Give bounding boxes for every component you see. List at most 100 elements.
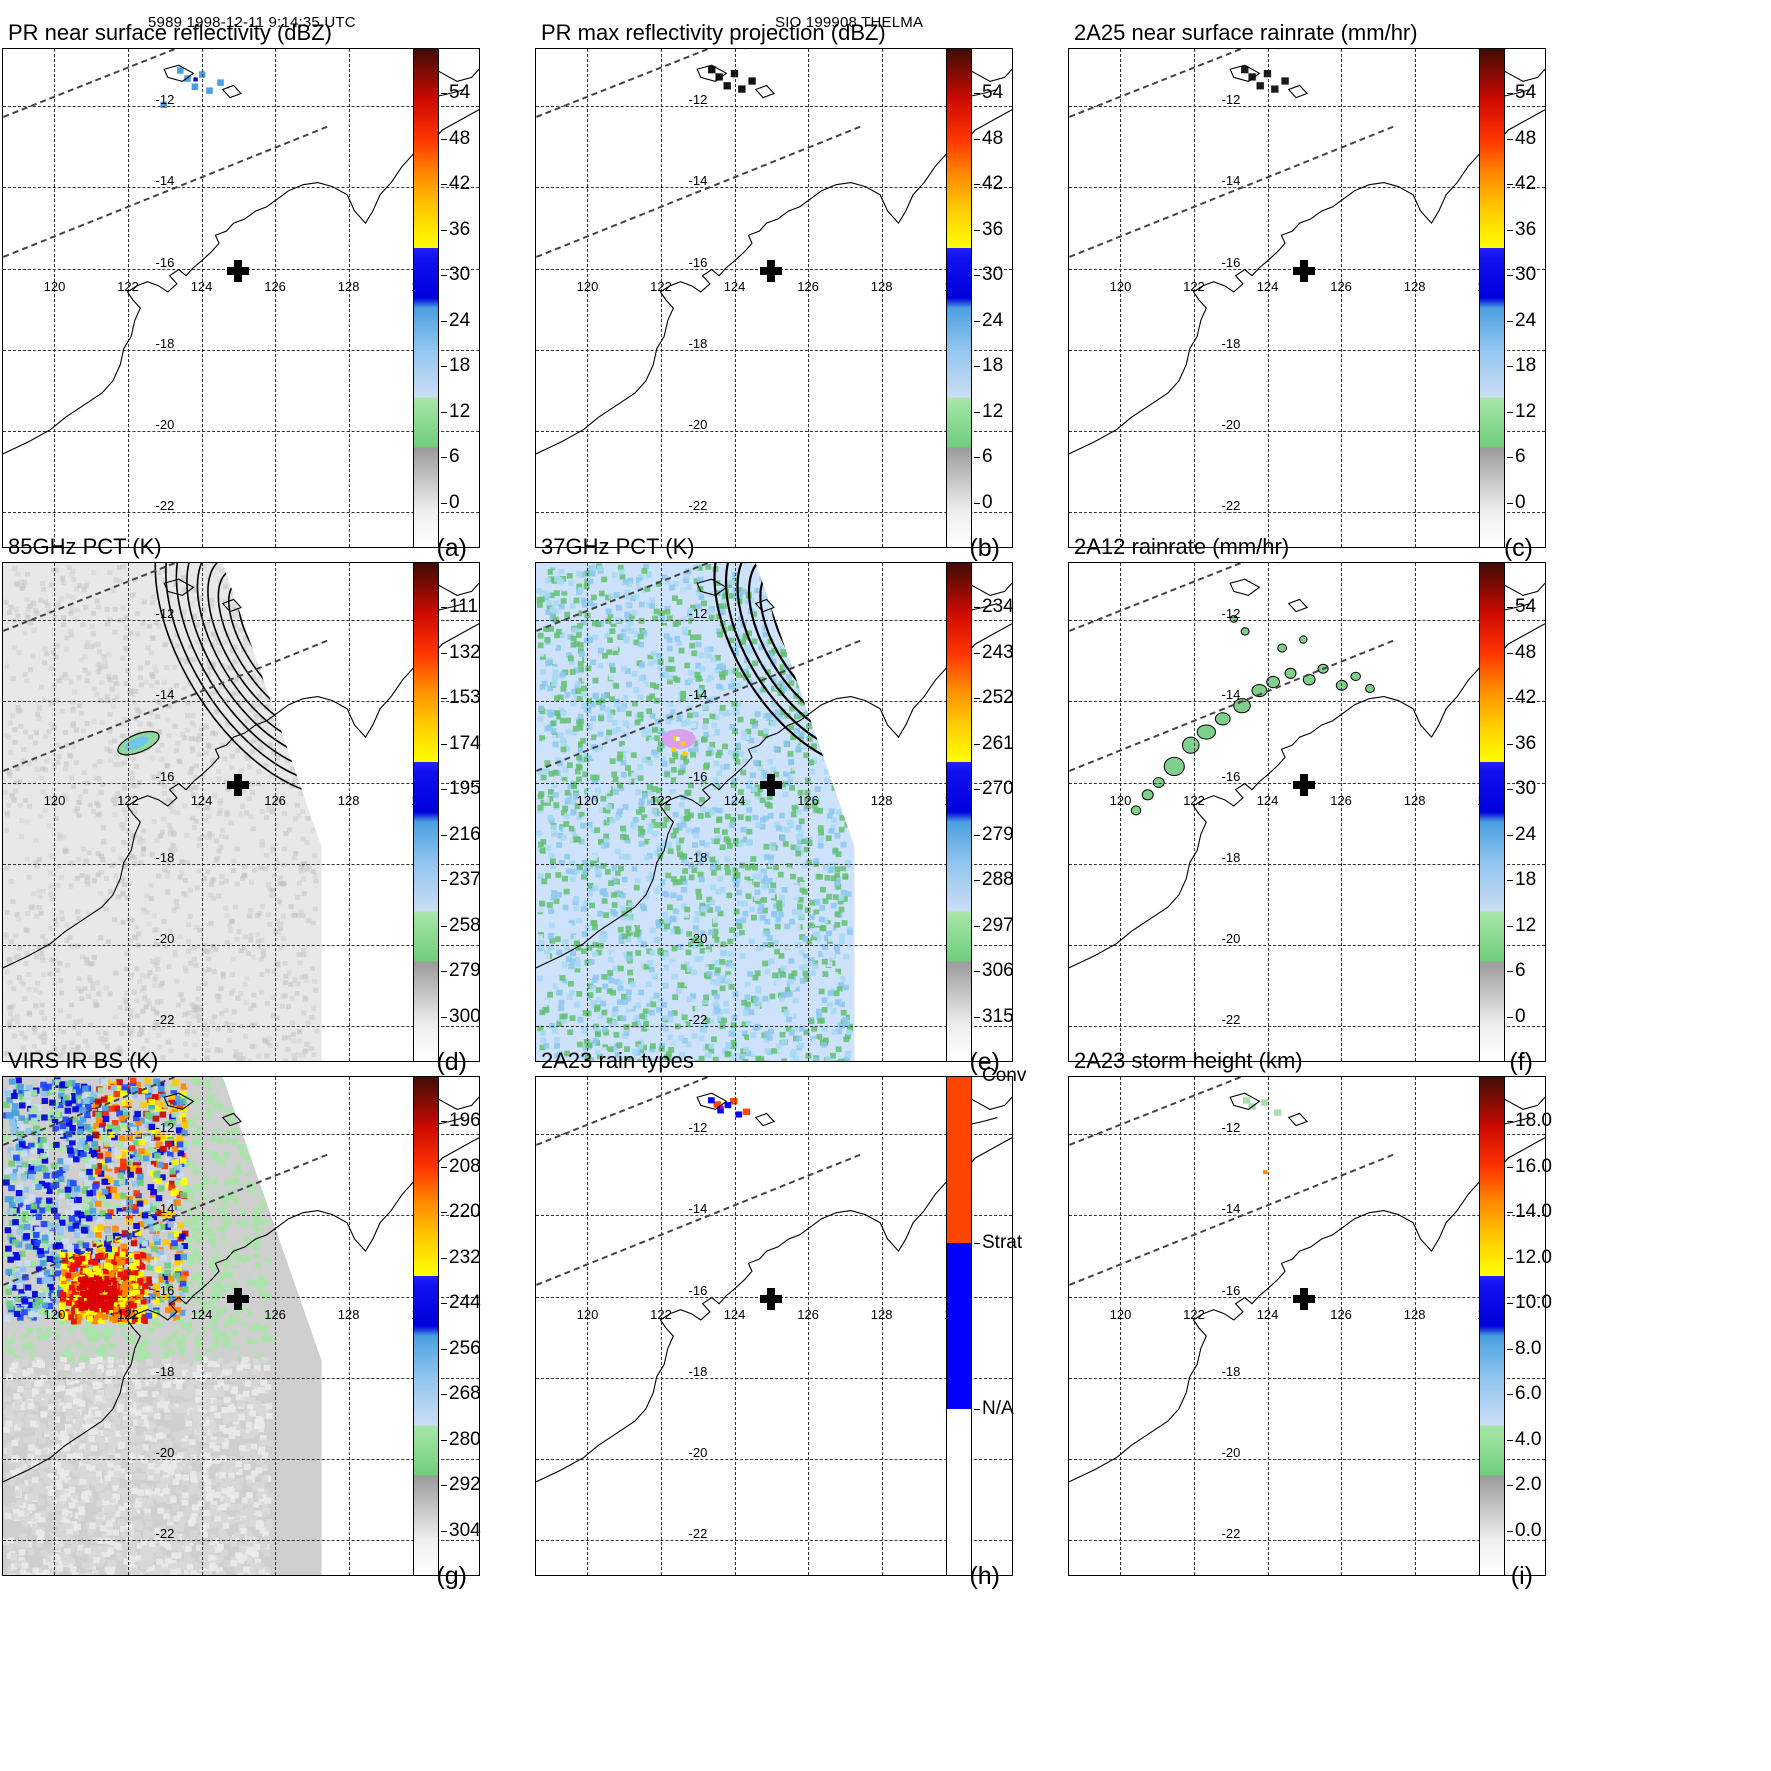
tick-label-longitude: 120 bbox=[576, 278, 599, 294]
colorbar-tick-label: 14.0 bbox=[1507, 1201, 1552, 1223]
tick-label-longitude: 122 bbox=[117, 278, 139, 294]
colorbar-tick-label: 306 bbox=[974, 960, 1014, 982]
map-area[interactable]: 120122124126128130-12-14-16-18-20-22 bbox=[2, 1076, 480, 1576]
colorbar-category-na bbox=[947, 1409, 971, 1575]
panel-title: 2A12 rainrate (mm/hr) bbox=[1074, 534, 1290, 559]
tick-label-latitude: -18 bbox=[688, 335, 708, 351]
colorbar-tick-label: 297 bbox=[974, 914, 1014, 936]
colorbar: 234 243 252 261 270 279 288 297 306 315 bbox=[946, 562, 1032, 1062]
colorbar-tick-label: 24 bbox=[440, 309, 471, 331]
gridline-longitude bbox=[1267, 563, 1269, 1061]
colorbar-tick-label: 237 bbox=[441, 869, 481, 891]
colorbar-scale bbox=[413, 1076, 439, 1576]
map-area[interactable]: 120122124126128130-12-14-16-18-20-22 bbox=[1068, 48, 1546, 548]
tick-label-latitude: -16 bbox=[1221, 768, 1241, 784]
colorbar-labels: 111 132 153 174 195 216 237 258 279 300 bbox=[441, 562, 499, 1062]
colorbar-tick-label: 8.0 bbox=[1506, 1337, 1542, 1359]
gridline-longitude bbox=[1120, 1077, 1122, 1575]
colorbar: 111 132 153 174 195 216 237 258 279 300 bbox=[413, 562, 499, 1062]
data-layer-b bbox=[708, 66, 756, 93]
colorbar-tick-label: 0.0 bbox=[1506, 1519, 1542, 1541]
colorbar-tick-label: 48 bbox=[440, 127, 471, 149]
colorbar-tick-label: 36 bbox=[440, 218, 471, 240]
gridline-latitude bbox=[3, 105, 479, 107]
tick-label-longitude: 122 bbox=[117, 792, 139, 808]
tick-label-latitude: -12 bbox=[155, 91, 175, 107]
colorbar-tick-label: 268 bbox=[441, 1383, 481, 1405]
gridline-longitude bbox=[201, 49, 203, 547]
tick-label-latitude: -14 bbox=[688, 1201, 708, 1217]
colorbar-tick-label: 195 bbox=[441, 778, 481, 800]
data-layer-c bbox=[1241, 66, 1289, 93]
gridline-latitude bbox=[536, 349, 1012, 351]
gridline-longitude bbox=[54, 563, 56, 1061]
panel-title: 2A23 rain types bbox=[541, 1048, 694, 1073]
gridline-latitude bbox=[1069, 619, 1545, 621]
gridline-longitude bbox=[1341, 49, 1343, 547]
tick-label-latitude: -18 bbox=[688, 849, 708, 865]
tick-label-longitude: 128 bbox=[870, 792, 893, 808]
tick-label-longitude: 126 bbox=[797, 1306, 819, 1322]
gridline-longitude bbox=[734, 1077, 736, 1575]
map-area[interactable]: 120122124126128130-12-14-16-18-20-22 bbox=[535, 48, 1013, 548]
gridline-longitude bbox=[54, 1077, 56, 1575]
gridline-latitude bbox=[536, 1026, 1012, 1028]
colorbar-tick-label: 48 bbox=[1506, 641, 1537, 663]
tick-label-latitude: -20 bbox=[688, 931, 708, 947]
tick-label-longitude: 126 bbox=[264, 1306, 286, 1322]
colorbar-tick-label: 304 bbox=[441, 1519, 481, 1541]
gridline-longitude bbox=[128, 563, 129, 1061]
tick-label-longitude: 126 bbox=[1330, 792, 1352, 808]
tick-label-latitude: -20 bbox=[155, 1445, 175, 1461]
gridline-longitude bbox=[1414, 563, 1416, 1061]
tick-label-latitude: -18 bbox=[1221, 1363, 1241, 1379]
tick-label-longitude: 120 bbox=[576, 792, 599, 808]
gridline-longitude bbox=[201, 563, 203, 1061]
colorbar-category-strat bbox=[947, 1243, 971, 1409]
gridline-longitude bbox=[1341, 1077, 1343, 1575]
gridline-longitude bbox=[348, 563, 350, 1061]
tick-label-longitude: 124 bbox=[723, 1306, 746, 1322]
colorbar-tick-label: 216 bbox=[441, 823, 481, 845]
colorbar-tick-label: 18 bbox=[440, 355, 471, 377]
gridline-latitude bbox=[3, 863, 479, 865]
colorbar-labels: 18.0 16.0 14.0 12.0 10.0 8.0 6.0 4.0 2.0 0.0 bbox=[1506, 1076, 1565, 1576]
colorbar-labels: Conv Strat N/A bbox=[973, 1065, 1032, 1576]
tick-label-latitude: -20 bbox=[155, 931, 175, 947]
gridline-longitude bbox=[661, 563, 662, 1061]
colorbar-tick-label: 48 bbox=[1506, 127, 1537, 149]
tick-label-longitude: 128 bbox=[870, 278, 893, 294]
colorbar-tick-label: 6 bbox=[1507, 960, 1526, 982]
colorbar-tick-label: 234 bbox=[974, 596, 1014, 618]
gridline-longitude bbox=[1120, 49, 1122, 547]
tick-label-latitude: -12 bbox=[1221, 605, 1241, 621]
map-area[interactable]: 120122124126128130-12-14-16-18-20-22 bbox=[1068, 1076, 1546, 1576]
tick-label-latitude: -18 bbox=[155, 849, 175, 865]
map-area[interactable]: 120122124126128130-12-14-16-18-20-22 bbox=[2, 562, 480, 1062]
map-area[interactable]: 120122124126128130-12-14-16-18-20-22 bbox=[1068, 562, 1546, 1062]
panel-title: 85GHz PCT (K) bbox=[8, 534, 162, 559]
tick-label-longitude: 128 bbox=[1403, 792, 1426, 808]
gridline-latitude bbox=[1069, 945, 1545, 947]
colorbar: 54 48 42 36 30 24 18 12 6 0 bbox=[946, 48, 1032, 548]
storm-center-cross-icon bbox=[760, 259, 783, 282]
map-area[interactable]: 120122124126128130-12-14-16-18-20-22 bbox=[2, 48, 480, 548]
colorbar-tick-label: 6 bbox=[441, 446, 460, 468]
tick-label-latitude: -18 bbox=[1221, 335, 1241, 351]
panel-title: VIRS IR BS (K) bbox=[8, 1048, 159, 1073]
tick-label-latitude: -22 bbox=[688, 1012, 708, 1028]
tick-label-latitude: -14 bbox=[688, 173, 708, 189]
colorbar-tick-label: 36 bbox=[1506, 732, 1537, 754]
tick-label-latitude: -12 bbox=[688, 605, 708, 621]
colorbar-labels: 196 208 220 232 244 256 268 280 292 304 bbox=[441, 1076, 499, 1576]
map-area[interactable]: 120122124126128130-12-14-16-18-20-22 bbox=[535, 1076, 1013, 1576]
colorbar-labels: 54 48 42 36 30 24 18 12 6 0 bbox=[1506, 562, 1565, 1062]
panel-g: VIRS IR BS (K) 120122124126128130-12-14-1… bbox=[0, 1048, 545, 1613]
gridline-latitude bbox=[3, 1459, 479, 1461]
storm-center-cross-icon bbox=[1293, 773, 1316, 796]
map-area[interactable]: 120122124126128130-12-14-16-18-20-22 bbox=[535, 562, 1013, 1062]
colorbar: 54 48 42 36 30 24 18 12 6 0 bbox=[413, 48, 499, 548]
panel-h: 2A23 rain types120122124126128130-12-14-… bbox=[533, 1048, 1078, 1613]
tick-label-latitude: -22 bbox=[688, 498, 708, 514]
gridline-latitude bbox=[536, 512, 1012, 514]
